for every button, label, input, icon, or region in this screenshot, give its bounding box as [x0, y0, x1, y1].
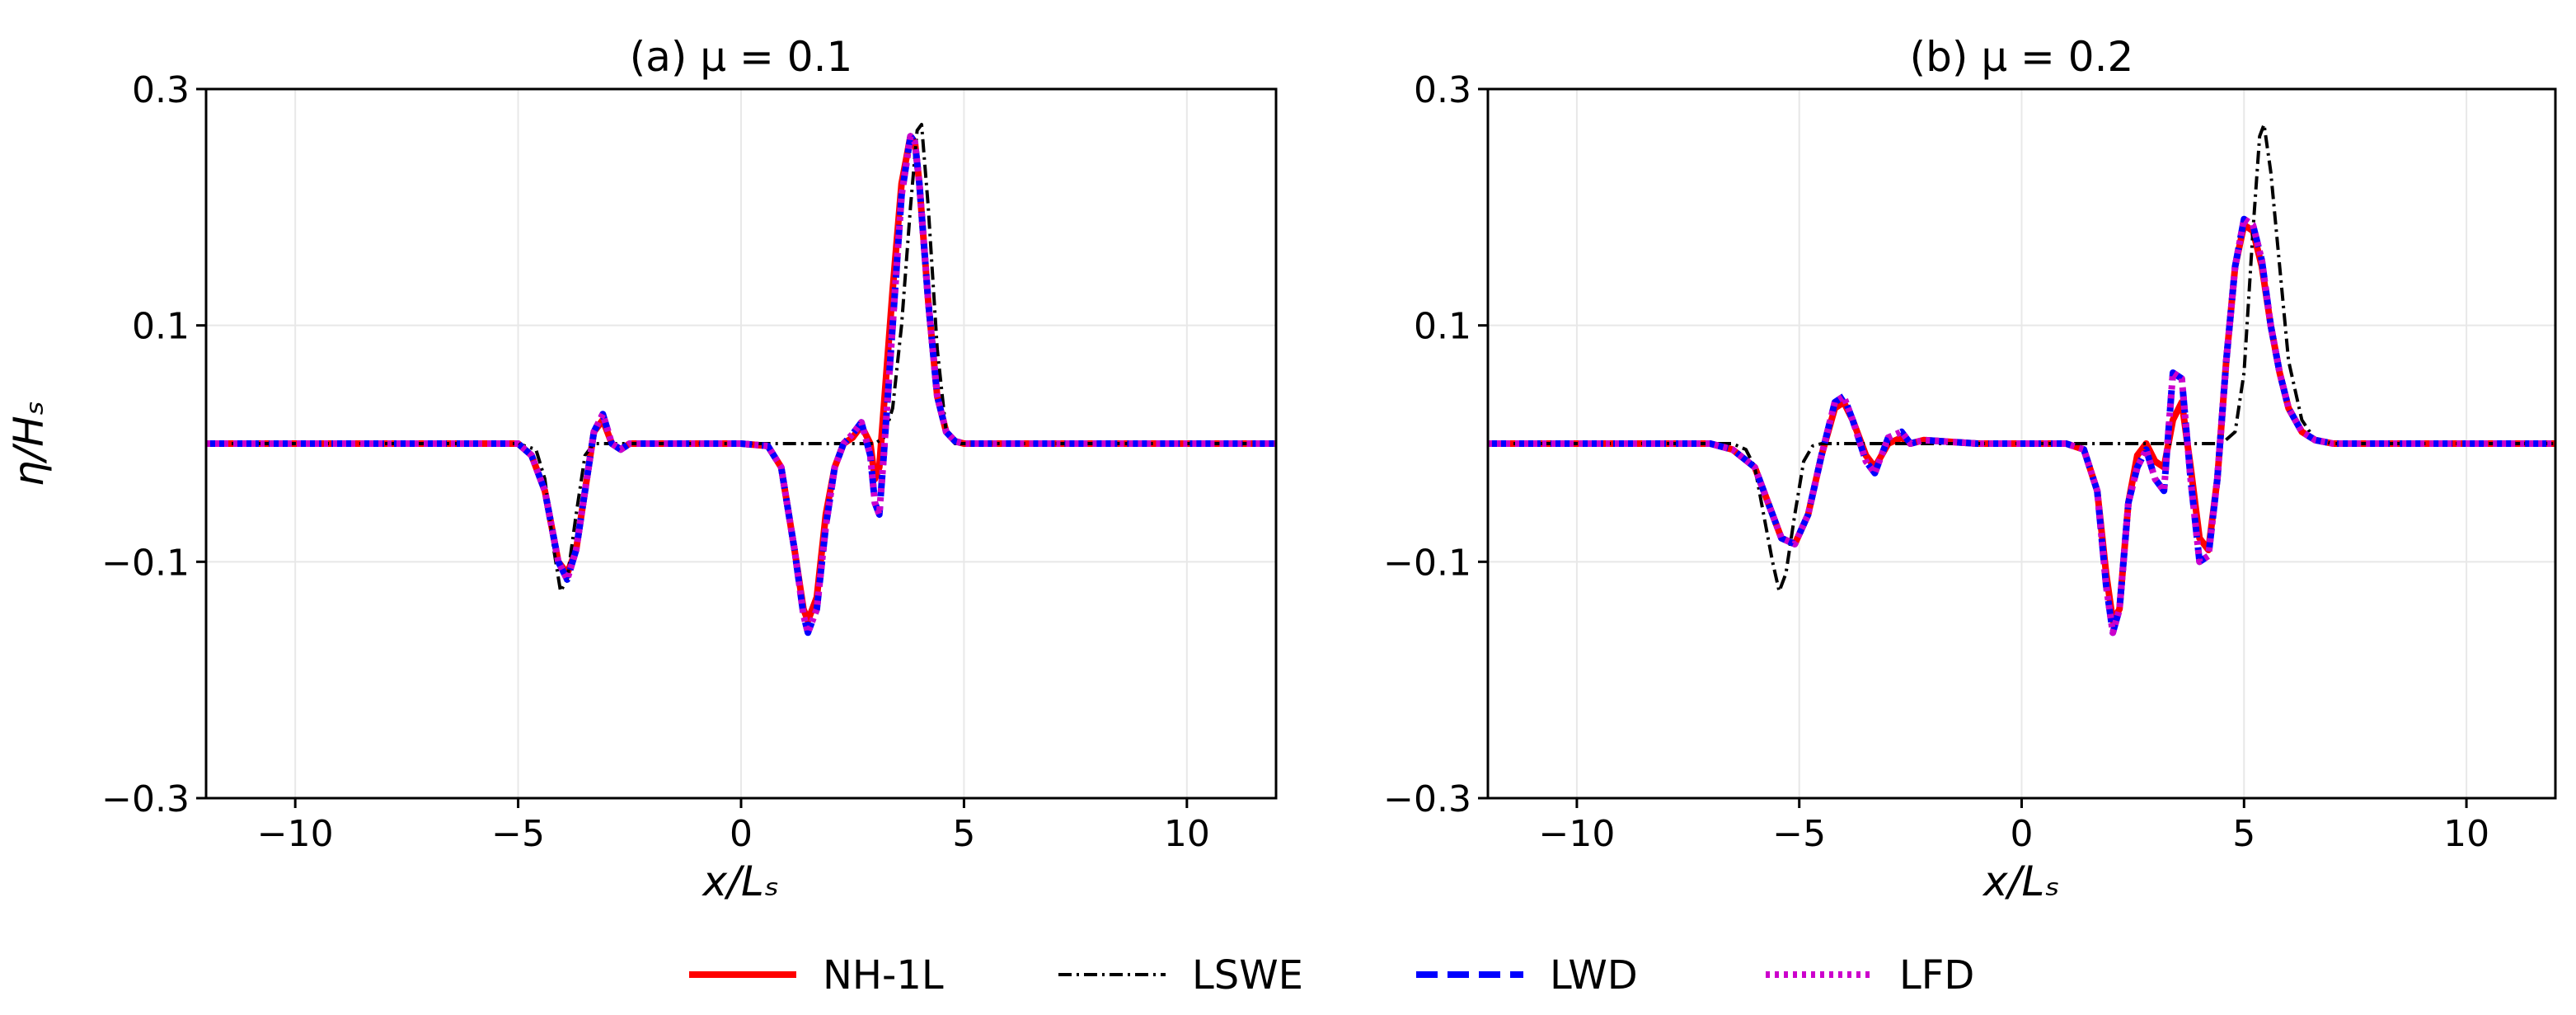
x-tick-label: 5 — [952, 813, 975, 855]
y-axis-label: η/Hₛ — [5, 401, 53, 487]
y-tick-label: 0.1 — [132, 306, 190, 348]
x-tick-label: 5 — [2232, 813, 2255, 855]
x-tick-label: 10 — [1164, 813, 1210, 855]
chart-title: (b) μ = 0.2 — [1910, 33, 2134, 81]
x-axis-label: x/Lₛ — [701, 858, 780, 905]
y-tick-label: −0.1 — [1383, 542, 1471, 584]
panel-a: −10 −5 0 5 10 −0.3 −0.1 0.1 0.3 (a) μ = 0.1 x/Lₛ η/… — [5, 33, 1278, 905]
legend-label-lswe: LSWE — [1192, 952, 1303, 999]
y-tick-label: −0.1 — [101, 542, 190, 584]
x-tick-label: −10 — [1538, 813, 1615, 855]
x-tick-label: 0 — [2011, 813, 2034, 855]
y-tick-label: 0.1 — [1414, 306, 1471, 348]
y-tick-label: −0.3 — [101, 778, 190, 820]
legend-label-lfd: LFD — [1899, 952, 1974, 999]
x-tick-label: 0 — [730, 813, 753, 855]
chart-title: (a) μ = 0.1 — [630, 33, 853, 81]
y-tick-label: 0.3 — [132, 69, 190, 111]
y-tick-label: −0.3 — [1383, 778, 1471, 820]
series-line-lwd — [206, 133, 1276, 637]
x-tick-label: −5 — [1772, 813, 1826, 855]
panel-b: −10 −5 0 5 10 −0.3 −0.1 0.1 0.3 (b) μ = 0.2 x/Lₛ — [1383, 33, 2557, 905]
x-tick-label: −5 — [491, 813, 545, 855]
y-tick-label: 0.3 — [1414, 69, 1471, 111]
legend-label-nh-1l: NH-1L — [823, 952, 944, 999]
series-line-lfd — [1488, 215, 2555, 637]
x-tick-label: −10 — [257, 813, 334, 855]
series-line-lswe — [206, 123, 1276, 594]
legend-label-lwd: LWD — [1550, 952, 1638, 999]
x-tick-label: 10 — [2443, 813, 2489, 855]
x-axis-label: x/Lₛ — [1982, 858, 2060, 905]
legend: NH-1L LSWE LWD LFD — [689, 952, 1974, 999]
